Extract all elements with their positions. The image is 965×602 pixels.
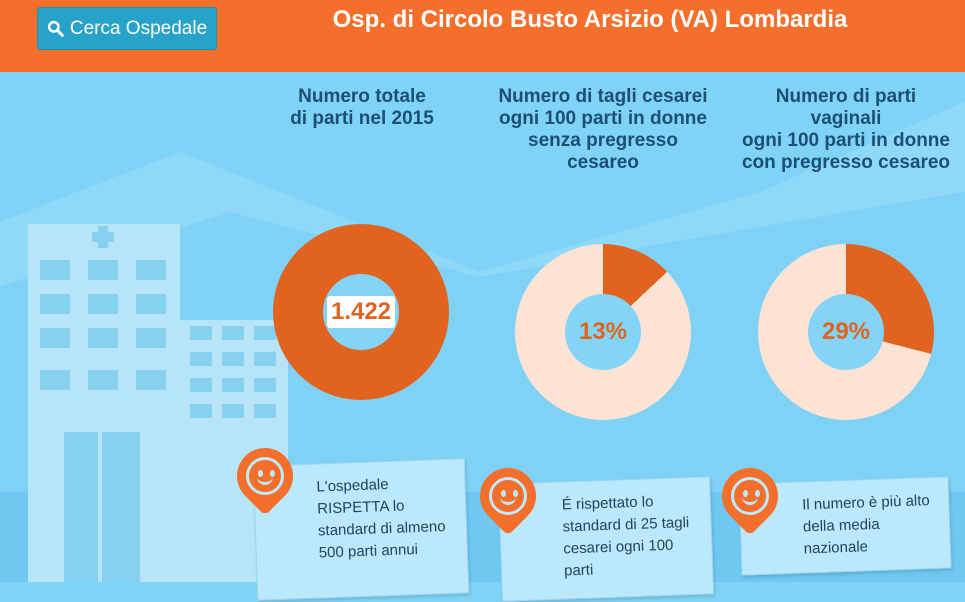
page-title: Osp. di Circolo Busto Arsizio (VA) Lomba… — [332, 6, 848, 33]
stat-value-cesarean: 13% — [578, 318, 628, 345]
donut-vaginal: 29% — [758, 244, 934, 420]
note-text-total-births: L'ospedale RISPETTA lo standard di almen… — [316, 476, 446, 562]
search-icon — [47, 20, 64, 37]
search-button-label: Cerca Ospedale — [69, 17, 208, 39]
stat-value-vaginal: 29% — [821, 318, 871, 345]
stat-title-cesarean: Numero di tagli cesarei ogni 100 parti i… — [498, 86, 708, 173]
donut-total-births: 1.422 — [273, 224, 449, 400]
donut-cesarean: 13% — [515, 244, 691, 420]
stat-title-total-births: Numero totale di parti nel 2015 — [290, 86, 434, 129]
note-text-vaginal: Il numero è più alto della media naziona… — [801, 492, 931, 558]
search-hospital-button[interactable]: Cerca Ospedale — [37, 7, 217, 50]
note-text-cesarean: É rispettato lo standard di 25 tagli ces… — [561, 493, 690, 580]
stat-title-vaginal: Numero di parti vaginali ogni 100 parti … — [741, 86, 951, 173]
stat-value-total-births: 1.422 — [326, 296, 396, 328]
